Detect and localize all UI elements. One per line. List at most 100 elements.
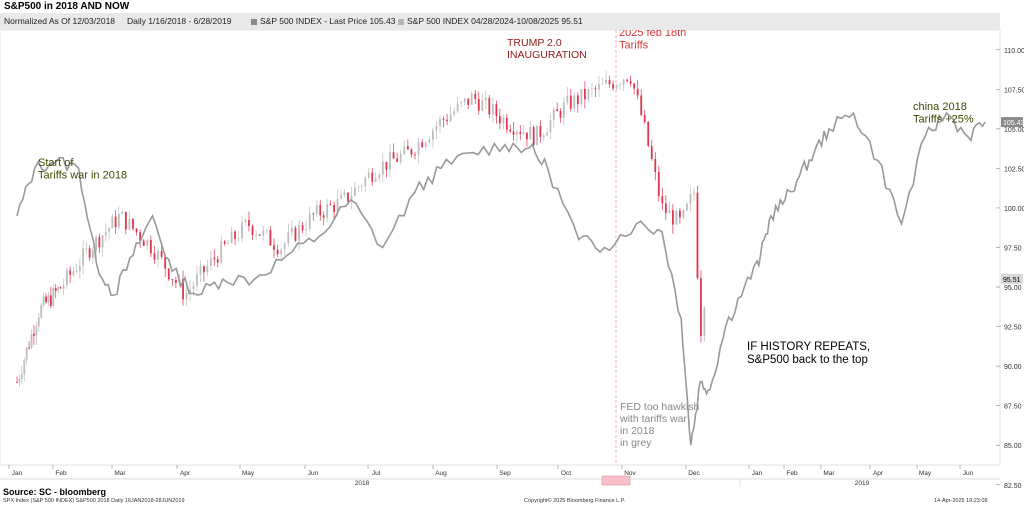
candle-body bbox=[135, 228, 138, 233]
legend-swatch-2 bbox=[398, 18, 404, 25]
candle-body bbox=[329, 204, 332, 205]
candle-body bbox=[668, 210, 671, 214]
last-price-box bbox=[1001, 117, 1023, 128]
candle-body bbox=[378, 174, 381, 179]
candle-body bbox=[643, 114, 646, 122]
candle-body bbox=[502, 118, 505, 124]
candle-body bbox=[18, 378, 21, 383]
candle-body bbox=[598, 84, 600, 90]
candle-body bbox=[121, 211, 124, 215]
candle-body bbox=[333, 204, 336, 213]
candle-body bbox=[185, 292, 188, 300]
candle-body bbox=[95, 236, 98, 251]
candle-body bbox=[343, 192, 346, 195]
y-tick-label: 85.00 bbox=[1004, 443, 1022, 450]
candle-body bbox=[294, 227, 297, 241]
candle-body bbox=[82, 248, 85, 267]
x-tick-label: Jul bbox=[372, 470, 381, 477]
candle-body bbox=[114, 216, 117, 228]
y-tick-label: 82.50 bbox=[1004, 483, 1022, 490]
candle-body bbox=[350, 195, 353, 202]
candle-body bbox=[258, 234, 261, 236]
candle-body bbox=[164, 256, 167, 269]
candle-body bbox=[30, 333, 33, 348]
candle-body bbox=[399, 153, 402, 162]
candle-body bbox=[322, 215, 325, 218]
legend-label-1: S&P 500 INDEX - Last Price 105.43 bbox=[260, 16, 396, 26]
candle-body bbox=[396, 158, 399, 162]
candle-body bbox=[104, 231, 107, 236]
legend-label-2: S&P 500 INDEX 04/28/2024-10/08/2025 95.5… bbox=[407, 16, 583, 26]
candle-body bbox=[175, 280, 177, 283]
candle-body bbox=[576, 95, 579, 105]
candle-body bbox=[290, 227, 293, 233]
candle-body bbox=[569, 95, 572, 109]
year-label: 2019 bbox=[855, 480, 870, 487]
footer-left: SPX Index (S&P 500 INDEX) S&P500 2018 Da… bbox=[3, 498, 185, 504]
candle-body bbox=[556, 109, 559, 112]
candle-body bbox=[171, 279, 174, 281]
x-tick-label: Apr bbox=[180, 470, 191, 477]
candle-body bbox=[654, 158, 657, 173]
candle-body bbox=[626, 79, 629, 82]
candle-body bbox=[374, 178, 377, 182]
candle-body bbox=[456, 103, 459, 112]
annotation: FED too hawkish with tariffs war in 2018 in… bbox=[619, 401, 700, 449]
y-tick-label: 107.50 bbox=[1004, 87, 1024, 94]
candle-body bbox=[700, 278, 702, 336]
last-price-label: 105.43 bbox=[1003, 120, 1024, 127]
candle-body bbox=[587, 89, 590, 100]
candle-body bbox=[640, 95, 643, 115]
candle-body bbox=[78, 266, 81, 272]
annotation: 2025 feb 18th Tariffs bbox=[619, 27, 686, 52]
x-tick-label: Aug bbox=[435, 470, 447, 477]
candle-body bbox=[298, 225, 300, 241]
y-tick-label: 110.00 bbox=[1004, 48, 1024, 55]
candle-body bbox=[512, 131, 515, 135]
y-tick-label: 105.00 bbox=[1004, 127, 1024, 134]
candle-body bbox=[209, 257, 212, 266]
candle-body bbox=[583, 89, 586, 100]
y-tick-label: 97.50 bbox=[1004, 246, 1022, 253]
candle-body bbox=[312, 213, 315, 215]
candle-body bbox=[526, 132, 528, 140]
candle-body bbox=[522, 132, 525, 134]
candle-body bbox=[227, 243, 230, 244]
candle-body bbox=[45, 296, 47, 303]
annotation: Start of Tariffs war in 2018 bbox=[38, 157, 127, 182]
x-tick-label: Jan bbox=[12, 470, 23, 477]
candle-body bbox=[403, 146, 406, 154]
candle-body bbox=[549, 120, 552, 133]
candle-body bbox=[406, 146, 409, 150]
candle-body bbox=[262, 230, 265, 236]
annotation: TRUMP 2.0 INAUGURATION bbox=[507, 37, 587, 61]
grid bbox=[996, 49, 1000, 486]
candle-body bbox=[615, 85, 618, 89]
candle-body bbox=[216, 259, 219, 263]
candle-body bbox=[566, 95, 569, 103]
y-tick-label: 102.50 bbox=[1004, 166, 1024, 173]
candle-body bbox=[101, 235, 104, 248]
candle-body bbox=[23, 360, 26, 375]
candle-body bbox=[470, 93, 473, 105]
candle-body bbox=[283, 243, 286, 250]
candle-body bbox=[392, 152, 395, 159]
year-label: 2018 bbox=[355, 480, 370, 487]
daily-range-label: Daily 1/16/2018 - 6/28/2019 bbox=[127, 16, 232, 26]
candle-body bbox=[124, 211, 127, 230]
candle-body bbox=[552, 109, 555, 121]
x-tick-label: Dec bbox=[688, 470, 700, 477]
y-tick-label: 95.00 bbox=[1004, 285, 1022, 292]
candle-body bbox=[619, 84, 621, 86]
candle-body bbox=[319, 205, 322, 216]
candle-body bbox=[20, 374, 23, 379]
candle-body bbox=[696, 192, 699, 279]
candle-body bbox=[167, 268, 170, 280]
candle-body bbox=[580, 89, 583, 105]
candle-body bbox=[139, 232, 142, 241]
candle-body bbox=[477, 98, 480, 111]
legend-bar: Normalized As Of 12/03/2018 Daily 1/16/2… bbox=[0, 13, 1000, 30]
candle-body bbox=[431, 130, 434, 140]
candle-body bbox=[664, 203, 667, 214]
candle-body bbox=[559, 111, 562, 118]
